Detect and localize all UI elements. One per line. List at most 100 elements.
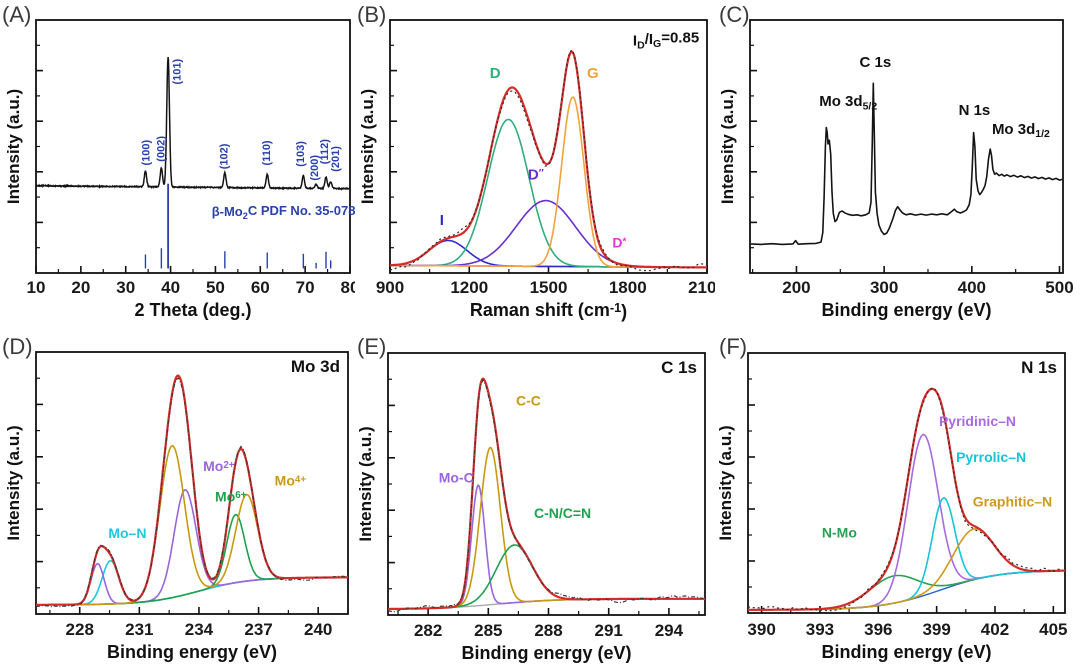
hkl-label: (100): [140, 139, 152, 165]
annotation-c-2: N 1s: [959, 102, 991, 119]
x-tick-label: 291: [595, 621, 623, 640]
raw-data-curve: [387, 378, 704, 613]
x-axis-title: Binding energy (eV): [821, 300, 991, 320]
raw-data-curve: [35, 377, 347, 608]
annotation-f-1: Pyrrolic–N: [956, 449, 1026, 465]
panel-corner-title: Mo 3d: [291, 357, 340, 376]
component-curve-D-band: [390, 118, 707, 269]
x-tick-label: 400: [958, 278, 986, 297]
hkl-label: (201): [330, 146, 342, 172]
y-axis-ticks: [748, 378, 755, 588]
panel-b-plot: 900 1200 1500 1800 2100 Raman shift (cm-1) Int…: [358, 19, 715, 322]
x-tick-label: 70: [296, 278, 315, 297]
hkl-label: (101): [172, 58, 184, 84]
panel-a-letter: (A): [2, 2, 32, 27]
y-axis-ticks: [388, 378, 395, 590]
panel-c-plot: 200 300 400 500 Binding energy (eV) Intensity…: [718, 19, 1074, 320]
annotation-d-2: Mo6+: [215, 488, 247, 504]
x-tick-label: 405: [1039, 620, 1067, 639]
x-axis-title: Binding energy (eV): [107, 642, 277, 662]
xrd-curve: [35, 57, 351, 191]
x-tick-label: 300: [870, 278, 898, 297]
x-tick-label: 1500: [530, 278, 568, 297]
y-axis-title: Intensity (a.u.): [718, 89, 737, 204]
annotation-e-0: C-C: [516, 392, 541, 408]
x-axis-title: Raman shift (cm-1): [470, 300, 627, 322]
panel-d-plot: 228 231 234 237 240 Binding energy (eV) Intens…: [4, 351, 349, 662]
hkl-label: (102): [219, 143, 231, 169]
reference-stick-pattern: [144, 183, 332, 269]
panel-corner-title: C 1s: [661, 358, 697, 377]
envelope-curve: [36, 374, 348, 606]
panel-b-letter: (B): [357, 2, 387, 27]
x-tick-label: 396: [864, 620, 892, 639]
hkl-label: (200): [309, 155, 321, 181]
y-axis-ticks: [390, 44, 397, 249]
panel-a-plot: 10 20 30 40 50 60 70 80 2 Theta (deg.) Intensity …: [4, 19, 355, 320]
x-tick-label: 80: [341, 278, 355, 297]
x-axis-ticks: 900 1200 1500 1800 2100: [376, 266, 715, 297]
x-tick-label: 20: [71, 278, 90, 297]
x-tick-label: 282: [414, 621, 442, 640]
x-tick-label: 50: [206, 278, 225, 297]
hkl-label: (103): [295, 141, 307, 167]
x-tick-label: 1800: [609, 278, 647, 297]
x-tick-label: 500: [1045, 278, 1073, 297]
x-tick-label: 30: [116, 278, 135, 297]
component-curve-Mo-C: [388, 483, 705, 610]
annotation-b-5: ID/IG=0.85: [633, 29, 699, 51]
component-curve-N-Mo: [748, 569, 1065, 611]
envelope-curve: [389, 50, 707, 269]
x-tick-label: 228: [66, 620, 94, 639]
x-axis-ticks: 200 300 400 500: [752, 266, 1074, 297]
annotation-e-1: Mo-C: [439, 470, 474, 486]
panel-f-plot: 390 393 396 399 402 405 Binding energy (eV) Int…: [716, 352, 1068, 662]
annotation-b-4: D*: [612, 235, 626, 251]
x-tick-label: 1200: [450, 278, 488, 297]
x-tick-label: 402: [981, 620, 1009, 639]
x-axis-title: Binding energy (eV): [461, 643, 631, 663]
envelope-curve: [388, 377, 705, 611]
hkl-label: (110): [261, 140, 273, 165]
survey-curve: [750, 82, 1063, 246]
annotation-b-2: D″: [528, 166, 544, 183]
y-axis-ticks: [36, 377, 43, 589]
panel-c-letter: (C): [719, 2, 750, 27]
x-tick-label: 393: [806, 620, 834, 639]
component-curve-Mo6+: [36, 513, 348, 606]
x-axis-ticks: 390 393 396 399 402 405: [747, 606, 1068, 639]
y-axis-title: Intensity (a.u.): [716, 425, 735, 540]
annotation-d-1: Mo2+: [203, 458, 235, 474]
x-axis-title: Binding energy (eV): [821, 642, 991, 662]
x-tick-label: 285: [474, 621, 502, 640]
y-axis-ticks: [750, 44, 757, 249]
x-axis-ticks: 228 231 234 237 240: [49, 607, 349, 639]
panel-corner-title: N 1s: [1021, 358, 1057, 377]
x-tick-label: 900: [376, 278, 404, 297]
x-tick-label: 399: [922, 620, 950, 639]
hkl-label: (112): [319, 139, 331, 164]
x-axis-title: 2 Theta (deg.): [134, 300, 251, 320]
raw-data-curve: [389, 49, 706, 272]
annotation-f-2: Graphitic–N: [973, 493, 1052, 509]
panel-e-plot: 282 285 288 291 294 Binding energy (eV) Intens…: [356, 352, 706, 663]
y-axis-title: Intensity (a.u.): [4, 425, 23, 540]
x-tick-label: 60: [251, 278, 270, 297]
annotation-f-0: Pyridinic–N: [939, 413, 1016, 429]
axis-frame: [389, 19, 708, 274]
panel-d-letter: (D): [2, 334, 33, 359]
x-axis-ticks: 282 285 288 291 294: [397, 608, 700, 640]
annotation-f-3: N-Mo: [822, 525, 857, 541]
x-tick-label: 288: [534, 621, 562, 640]
x-tick-label: 40: [161, 278, 180, 297]
x-tick-label: 10: [27, 278, 46, 297]
x-tick-label: 237: [244, 620, 272, 639]
x-tick-label: 200: [782, 278, 810, 297]
axis-frame: [749, 19, 1064, 274]
annotation-c-3: Mo 3d1/2: [992, 121, 1050, 140]
envelope-curve: [748, 387, 1066, 611]
annotation-d-3: Mo4+: [275, 473, 307, 489]
annotation-b-1: G: [587, 65, 599, 82]
x-tick-label: 390: [747, 620, 775, 639]
